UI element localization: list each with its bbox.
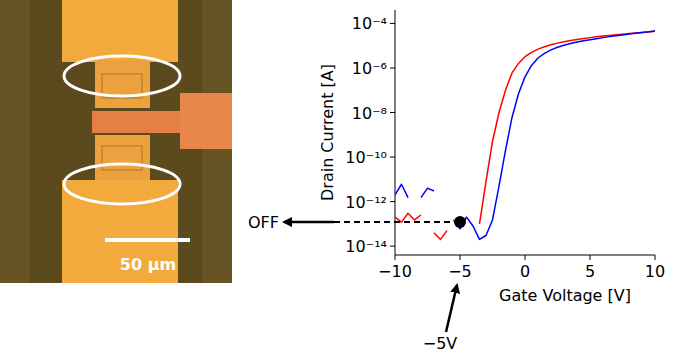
top-contact [95,60,150,108]
gate-line [92,111,184,133]
scale-bar [105,238,190,242]
voltage-label: −5V [423,334,458,353]
y-tick [390,157,395,158]
y-tick-label: 10⁻⁸ [352,104,387,123]
scale-bar-label: 50 μm [120,255,176,274]
bottom-contact-window [102,146,142,170]
micrograph-background [0,0,232,283]
x-tick-label: −10 [378,262,412,281]
series-line [395,31,655,239]
y-tick-label: 10⁻¹⁴ [345,237,387,256]
figure: 50 μm −10 −5 0 5 10 10⁻¹⁴ 10⁻¹² 10⁻¹⁰ 10⁻⁸ 10⁻⁶ 10⁻… [0,0,675,358]
voltage-arrow [446,285,457,332]
y-tick-label: 10⁻⁶ [352,59,387,78]
y-tick [390,246,395,247]
x-tick [460,255,461,260]
series-line [395,31,655,240]
y-tick [390,201,395,202]
off-arrow [284,221,334,224]
x-tick-label: 0 [520,262,530,281]
x-tick [525,255,526,260]
highlight-ellipse [64,56,180,96]
y-tick [390,112,395,113]
y-tick [390,67,395,68]
plot-data [395,31,655,240]
off-leader [334,221,460,223]
y-tick-label: 10⁻¹⁰ [345,148,387,167]
x-tick-label: −5 [448,262,472,281]
top-pad [62,0,178,62]
x-tick [655,255,656,260]
off-label: OFF [248,213,279,232]
x-tick-label: 5 [585,262,595,281]
chart: −10 −5 0 5 10 10⁻¹⁴ 10⁻¹² 10⁻¹⁰ 10⁻⁸ 10⁻⁶ 10⁻⁴ Drai… [248,10,665,353]
micrograph-edge [0,0,30,283]
gate-pad [180,93,232,149]
y-tick-label: 10⁻⁴ [352,14,387,33]
y-axis-title: Drain Current [A] [318,64,337,201]
x-axis-title: Gate Voltage [V] [499,286,631,305]
x-tick [395,255,396,260]
y-tick [390,23,395,24]
x-tick-label: 10 [645,262,665,281]
bottom-pad [62,180,178,283]
off-point [454,216,466,228]
y-tick-label: 10⁻¹² [345,193,387,212]
x-tick [590,255,591,260]
bottom-contact [95,135,150,182]
micrograph: 50 μm [0,0,232,283]
highlight-ellipse [64,164,180,204]
